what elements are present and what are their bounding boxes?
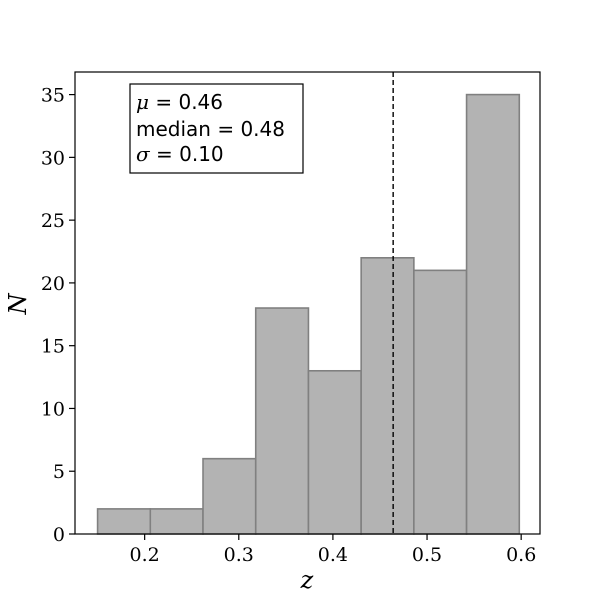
y-tick-label: 15 <box>41 336 65 358</box>
y-tick-label: 35 <box>41 85 65 107</box>
stats-sigma: σ = 0.10 <box>136 142 224 166</box>
histogram-bar-1 <box>96 508 152 535</box>
histogram-bar-7 <box>413 269 468 535</box>
x-axis-ticks: 0.2 0.3 0.4 0.5 0.6 <box>130 534 536 566</box>
y-tick-label: 10 <box>41 398 65 420</box>
bars-layer <box>96 93 521 535</box>
y-axis-label: N <box>4 293 32 316</box>
sigma-symbol: σ <box>136 142 151 166</box>
x-tick-label: 0.5 <box>412 544 442 566</box>
y-tick-label: 30 <box>41 147 65 169</box>
x-tick-label: 0.6 <box>506 544 536 566</box>
histogram-bar-4 <box>254 307 310 535</box>
sigma-value: = 0.10 <box>150 142 224 166</box>
histogram-bar-3 <box>202 457 257 535</box>
histogram-bar-2 <box>149 508 204 535</box>
histogram-bar-6 <box>360 257 415 535</box>
stats-median: median = 0.48 <box>136 117 285 141</box>
y-tick-label: 5 <box>53 461 65 483</box>
x-tick-label: 0.3 <box>224 544 254 566</box>
x-tick-label: 0.2 <box>130 544 160 566</box>
y-tick-label: 20 <box>41 273 65 295</box>
stats-box-frame <box>129 83 304 174</box>
y-tick-label: 25 <box>41 210 65 232</box>
y-tick-label: 0 <box>53 524 65 546</box>
stats-mean: μ = 0.46 <box>136 90 223 114</box>
y-axis-ticks: 0 5 10 15 20 25 30 35 <box>41 85 75 546</box>
x-axis-label: z <box>300 566 314 594</box>
histogram-bar-8 <box>465 93 521 535</box>
histogram-bar-5 <box>307 369 362 535</box>
stats-box: μ = 0.46 median = 0.48 σ = 0.10 <box>129 83 304 174</box>
x-tick-label: 0.4 <box>318 544 348 566</box>
plot-frame <box>74 71 541 535</box>
mu-symbol: μ <box>136 90 149 114</box>
mu-value: = 0.46 <box>149 90 223 114</box>
